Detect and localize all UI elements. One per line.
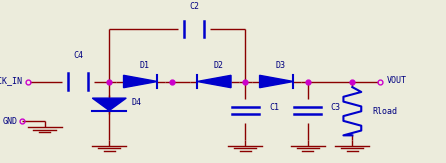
Polygon shape	[260, 75, 293, 88]
Text: C2: C2	[189, 2, 199, 11]
Text: Rload: Rload	[372, 107, 397, 116]
Text: C3: C3	[330, 103, 340, 112]
Text: VOUT: VOUT	[387, 76, 407, 85]
Text: D1: D1	[140, 61, 150, 70]
Text: CLOCK_IN: CLOCK_IN	[0, 76, 22, 85]
Text: C4: C4	[73, 51, 83, 60]
Polygon shape	[92, 98, 126, 111]
Text: D3: D3	[276, 61, 286, 70]
Text: D2: D2	[214, 61, 223, 70]
Text: D4: D4	[132, 98, 141, 107]
Text: C1: C1	[270, 103, 280, 112]
Polygon shape	[197, 75, 231, 88]
Text: GND: GND	[3, 117, 18, 126]
Polygon shape	[124, 75, 157, 88]
